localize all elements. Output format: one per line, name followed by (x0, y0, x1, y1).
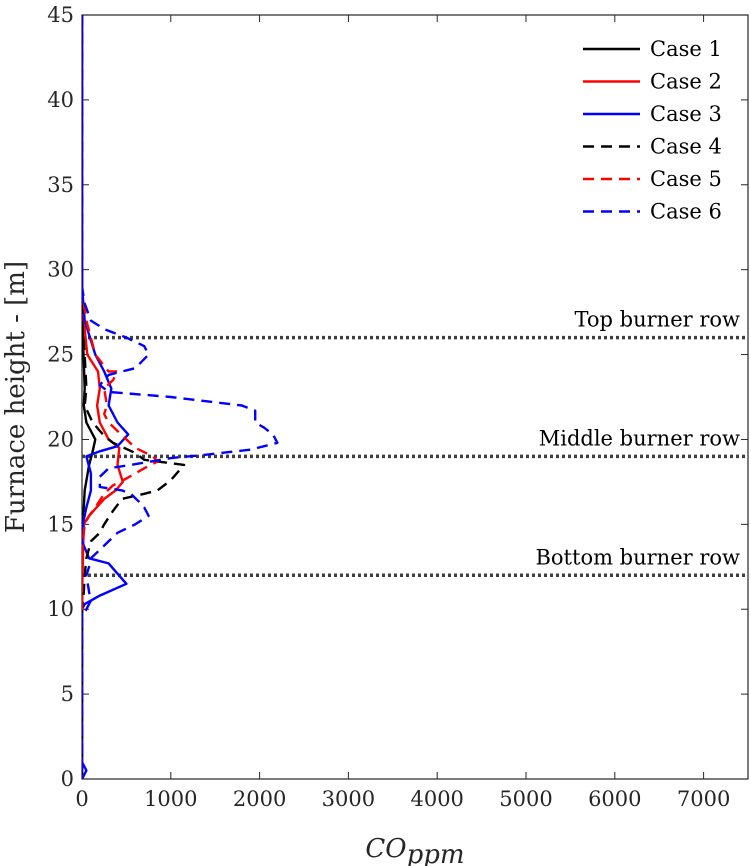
x-tick-label: 5000 (499, 787, 552, 811)
legend: Case 1 Case 2 Case 3 Case 4 Case 5 Case 6 (583, 37, 722, 224)
x-tick-label: 3000 (322, 787, 375, 811)
series-line-3 (82, 15, 130, 779)
series-line-4 (82, 15, 186, 779)
burner-row-label: Bottom burner row (535, 545, 740, 569)
legend-label-5: Case 5 (650, 167, 722, 191)
y-tick-label: 10 (47, 597, 74, 621)
burner-row-lines: Top burner row Middle burner row Bottom bu… (82, 308, 748, 578)
legend-label-1: Case 1 (650, 37, 722, 61)
x-tick-label: 6000 (588, 787, 641, 811)
y-tick-label: 5 (61, 682, 74, 706)
x-axis-label-subscript: ppm (407, 840, 465, 866)
y-tick-label: 0 (61, 767, 74, 791)
y-tick-label: 15 (47, 512, 74, 536)
x-tick-label: 7000 (677, 787, 730, 811)
legend-label-6: Case 6 (650, 200, 722, 224)
burner-row-label: Top burner row (575, 308, 740, 332)
y-tick-label: 40 (47, 88, 74, 112)
x-tick-label: 4000 (410, 787, 463, 811)
legend-label-3: Case 3 (650, 102, 722, 126)
plot-area (81, 14, 749, 780)
y-tick-label: 25 (47, 343, 74, 367)
y-tick-label: 45 (47, 3, 74, 27)
series-layer (82, 15, 279, 779)
y-tick-label: 20 (47, 427, 74, 451)
x-tick-label: 1000 (144, 787, 197, 811)
x-axis-label: COppm (365, 834, 464, 866)
x-tick-label: 0 (75, 787, 88, 811)
legend-label-2: Case 2 (650, 70, 722, 94)
y-axis-label: Furnace height - [m] (1, 261, 31, 533)
axis-ticks: 0 1000 2000 3000 4000 5000 6000 7000 0 5 10 15 20 25 3… (47, 3, 748, 811)
series-line-6 (82, 15, 279, 779)
x-tick-label: 2000 (233, 787, 286, 811)
y-tick-label: 30 (47, 258, 74, 282)
burner-row-label: Middle burner row (539, 426, 740, 450)
x-axis-label-main: CO (365, 834, 406, 864)
series-line-5 (82, 15, 159, 779)
legend-label-4: Case 4 (650, 135, 722, 159)
y-tick-label: 35 (47, 173, 74, 197)
